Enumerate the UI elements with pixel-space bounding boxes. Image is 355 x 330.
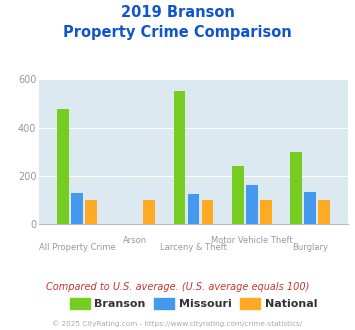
Bar	[246, 185, 258, 224]
Bar	[290, 152, 302, 224]
Text: Larceny & Theft: Larceny & Theft	[160, 243, 227, 252]
Bar	[232, 166, 244, 224]
Bar	[304, 192, 316, 224]
Text: Motor Vehicle Theft: Motor Vehicle Theft	[211, 236, 293, 245]
Text: © 2025 CityRating.com - https://www.cityrating.com/crime-statistics/: © 2025 CityRating.com - https://www.city…	[53, 321, 302, 327]
Text: Property Crime Comparison: Property Crime Comparison	[63, 25, 292, 40]
Bar	[71, 193, 83, 224]
Text: Compared to U.S. average. (U.S. average equals 100): Compared to U.S. average. (U.S. average …	[46, 282, 309, 292]
Bar	[143, 200, 155, 224]
Bar	[174, 91, 185, 224]
Bar	[202, 200, 213, 224]
Bar	[188, 194, 199, 224]
Legend: Branson, Missouri, National: Branson, Missouri, National	[65, 294, 322, 314]
Bar	[318, 200, 330, 224]
Text: 2019 Branson: 2019 Branson	[121, 5, 234, 20]
Bar	[85, 200, 97, 224]
Text: Burglary: Burglary	[292, 243, 328, 252]
Text: Arson: Arson	[123, 236, 147, 245]
Text: All Property Crime: All Property Crime	[39, 243, 115, 252]
Bar	[57, 110, 69, 224]
Bar	[260, 200, 272, 224]
